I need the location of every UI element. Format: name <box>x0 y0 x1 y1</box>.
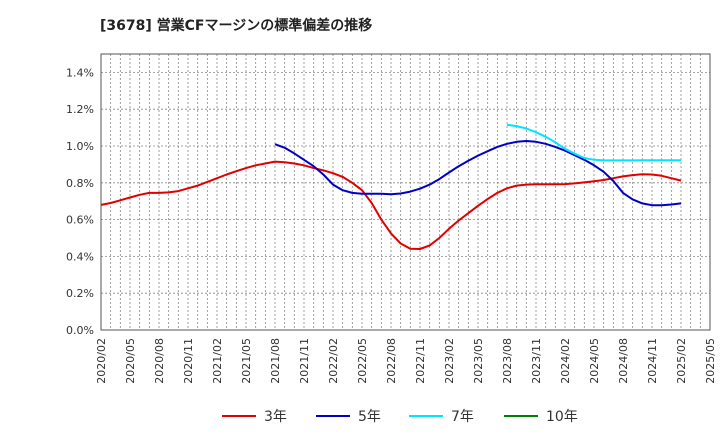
series-lines <box>100 123 682 250</box>
x-tick-label: 2024/08 <box>617 338 630 384</box>
y-tick-label: 1.4% <box>66 66 94 79</box>
x-tick-label: 2024/05 <box>588 338 601 384</box>
y-tick-label: 0.6% <box>66 214 94 227</box>
chart-title: [3678] 営業CFマージンの標準偏差の推移 <box>100 17 372 34</box>
x-tick-label: 2020/11 <box>182 338 195 384</box>
x-tick-label: 2021/02 <box>211 338 224 384</box>
x-tick-label: 2020/02 <box>95 338 108 384</box>
legend: 3年 5年 7年 10年 <box>222 409 578 425</box>
x-tick-label: 2023/05 <box>472 338 485 384</box>
legend-label: 10年 <box>546 409 578 425</box>
y-tick-label: 0.0% <box>66 324 94 337</box>
x-tick-label: 2022/11 <box>414 338 427 384</box>
x-tick-label: 2023/11 <box>530 338 543 384</box>
x-tick-label: 2021/08 <box>269 338 282 384</box>
y-axis: 0.0% 0.2% 0.4% 0.6% 0.8% 1.0% 1.2% 1.4% <box>66 66 94 337</box>
x-tick-label: 2022/02 <box>327 338 340 384</box>
x-tick-label: 2020/08 <box>153 338 166 384</box>
x-tick-label: 2025/02 <box>675 338 688 384</box>
x-tick-label: 2021/05 <box>240 338 253 384</box>
x-tick-label: 2021/11 <box>298 338 311 384</box>
y-tick-label: 1.2% <box>66 103 94 116</box>
legend-label: 5年 <box>358 409 381 425</box>
series-line-1 <box>274 140 682 207</box>
x-tick-label: 2022/05 <box>356 338 369 384</box>
x-tick-label: 2020/05 <box>124 338 137 384</box>
x-tick-label: 2023/08 <box>501 338 514 384</box>
x-tick-label: 2024/02 <box>559 338 572 384</box>
x-tick-label: 2024/11 <box>646 338 659 384</box>
y-tick-label: 0.2% <box>66 287 94 300</box>
x-axis: 2020/02 2020/05 2020/08 2020/11 2021/02 2021/… <box>95 338 717 384</box>
y-tick-label: 0.4% <box>66 250 94 263</box>
x-tick-label: 2022/08 <box>385 338 398 384</box>
legend-label: 3年 <box>264 409 287 425</box>
series-line-2 <box>506 123 681 162</box>
y-tick-label: 0.8% <box>66 177 94 190</box>
x-tick-label: 2023/02 <box>443 338 456 384</box>
y-tick-label: 1.0% <box>66 140 94 153</box>
series-line-0 <box>100 160 682 250</box>
plot-frame <box>100 53 711 331</box>
x-tick-label: 2025/05 <box>704 338 717 384</box>
grid <box>101 54 710 331</box>
legend-label: 7年 <box>451 409 474 425</box>
